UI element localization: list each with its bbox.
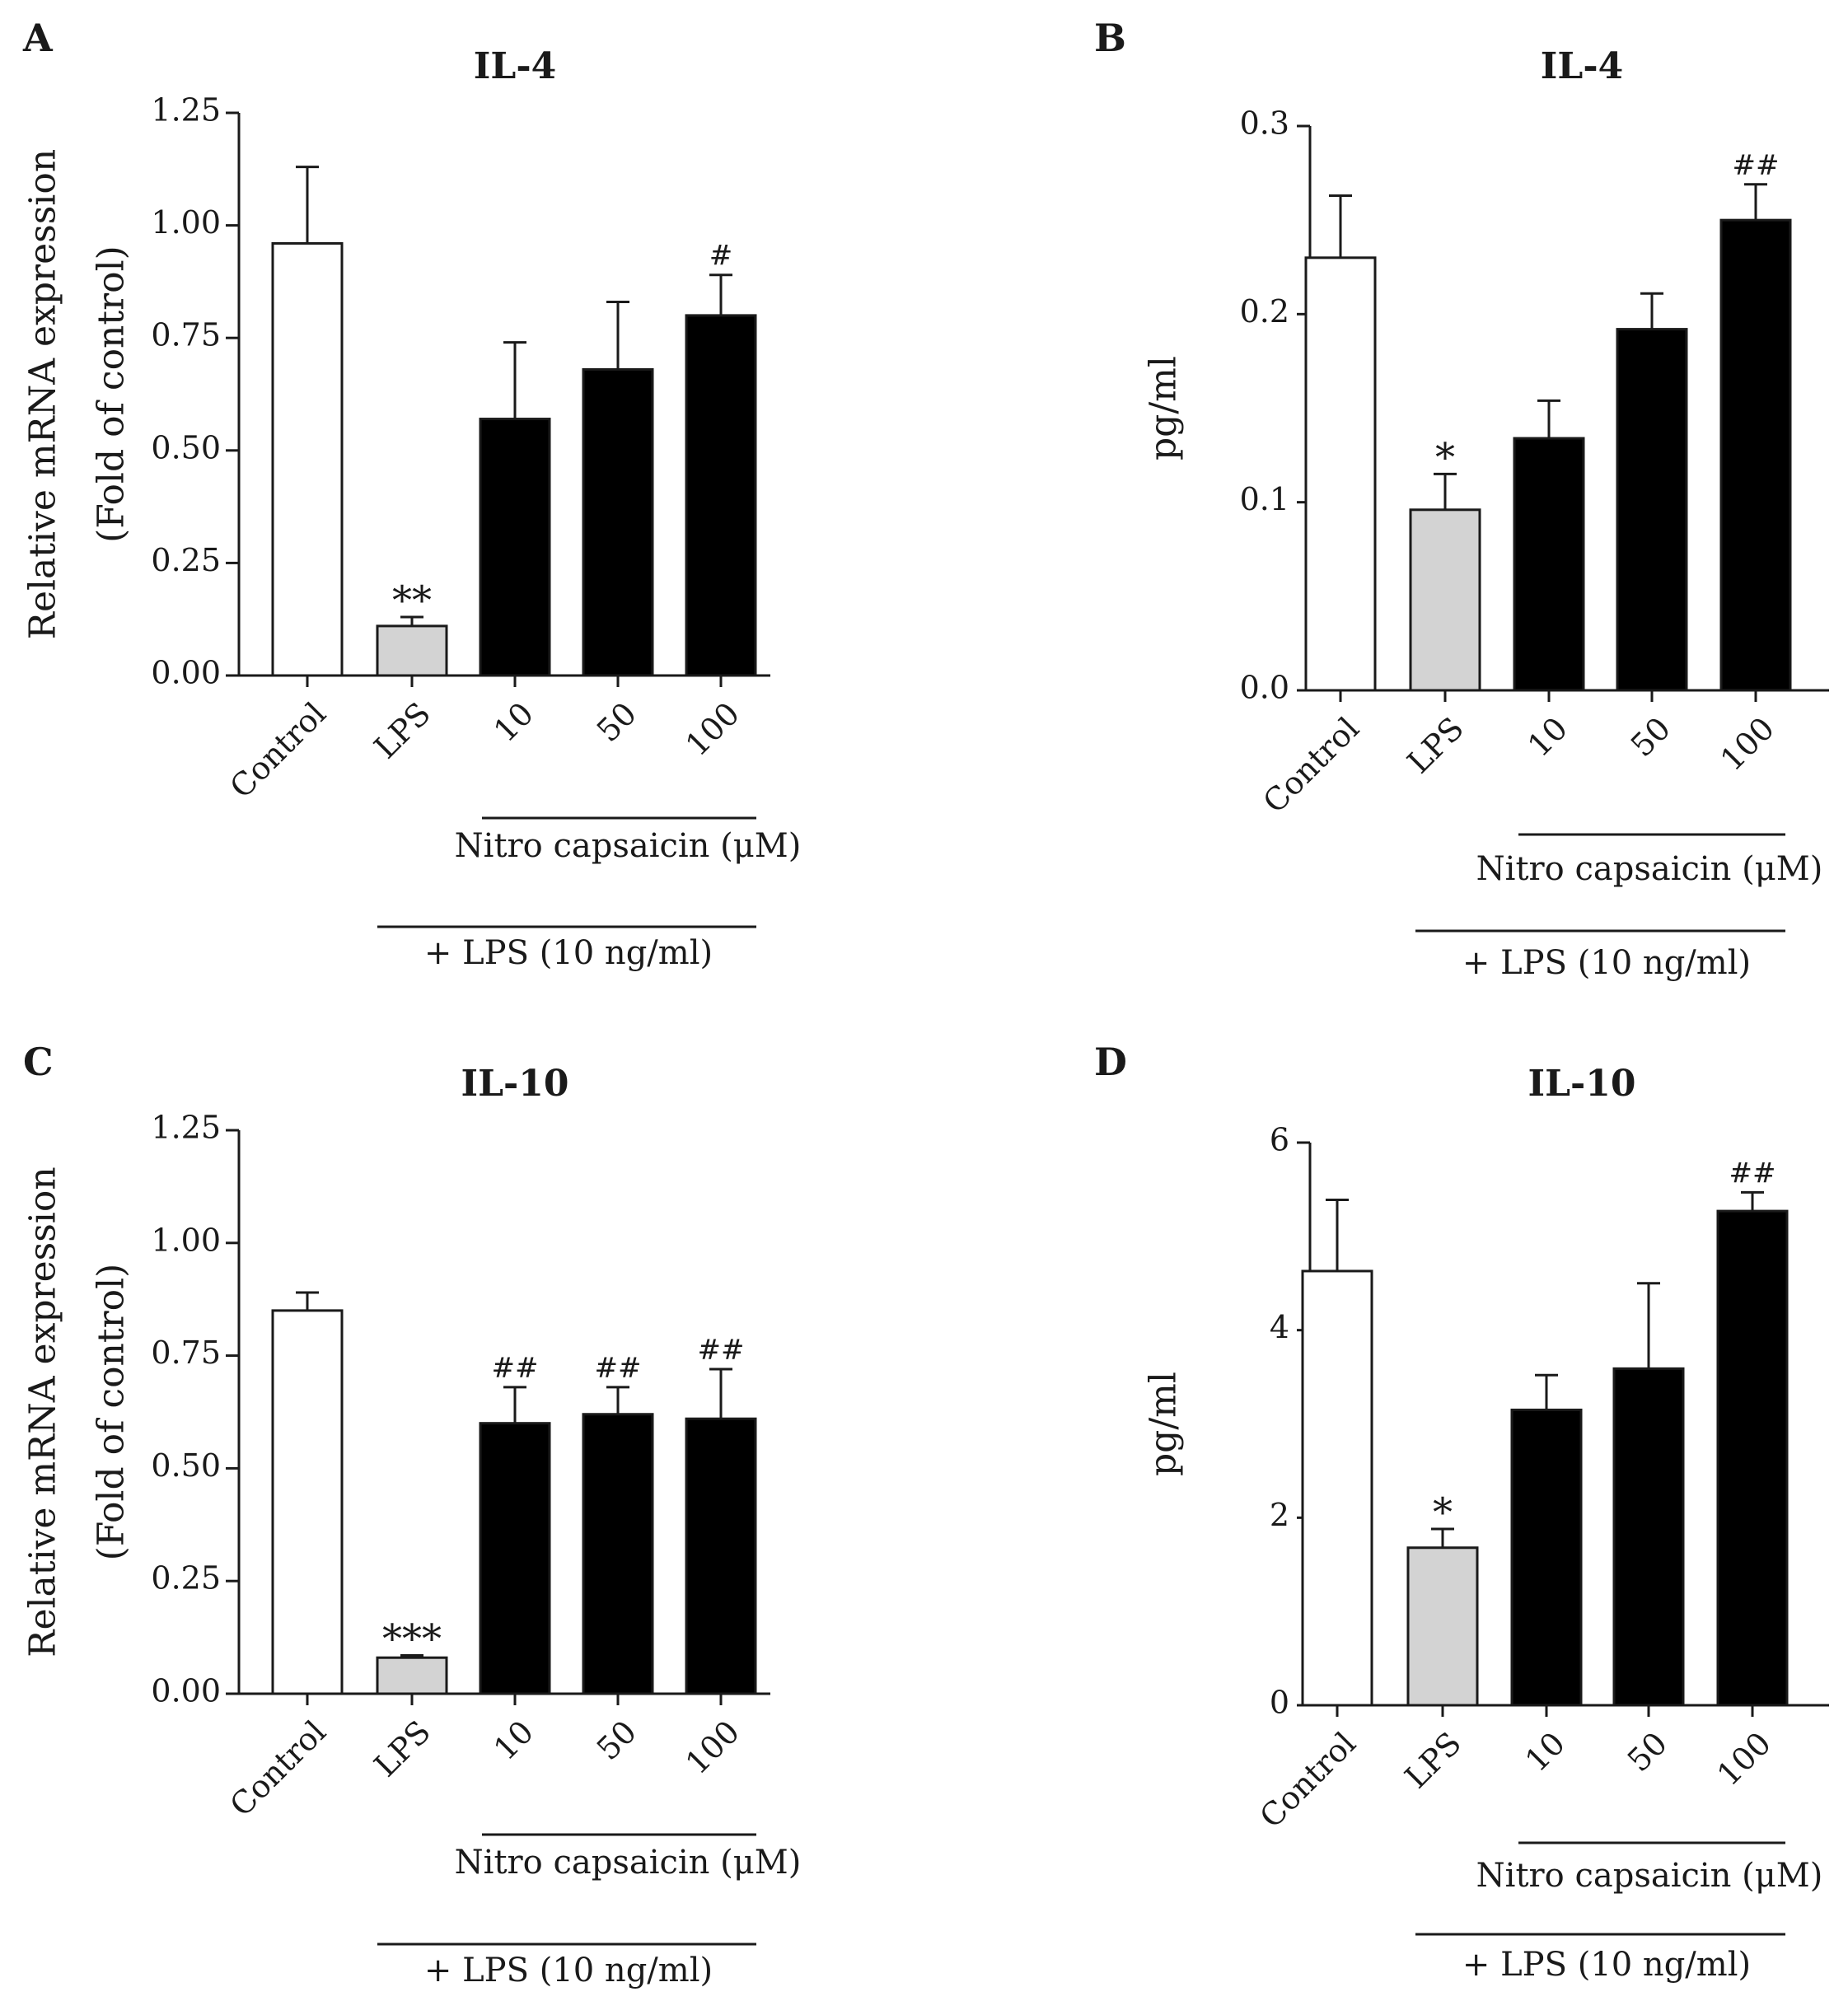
significance-label: ## [595,1352,642,1385]
bar [1716,1209,1789,1707]
significance-label: ## [698,1334,745,1367]
x-tick-label: 50 [1621,1725,1674,1779]
y-tick-label: 0.50 [151,429,221,465]
bar [685,314,757,677]
x-tick-label: LPS [367,1713,437,1784]
significance-label: ** [392,577,432,624]
bar [479,1422,551,1695]
y-tick-label: 0.25 [151,1560,221,1597]
y-tick-label: 2 [1270,1497,1289,1533]
chart-panel-b: B IL-4 pg/ml 0.0 0.1 0.2 0.3 Control * LPS 10 50 ## 1… [1094,16,1829,982]
y-tick-label: 0.75 [151,1335,221,1371]
x-tick-label: LPS [1401,710,1471,780]
y-axis-label: Relative mRNA expression [22,1166,64,1657]
x-tick-label: 50 [1624,710,1677,764]
outer-label: + LPS (10 ng/ml) [1462,1946,1751,1984]
panel-letter: C [23,1040,54,1084]
bar [1510,1408,1583,1707]
chart-panel-d: D IL-10 pg/ml 0 2 4 6 Control * LPS 10 50 ## 100 Nitro… [1094,1040,1829,1984]
group-label: Nitro capsaicin (μM) [1476,1857,1823,1895]
panel-letter: D [1094,1040,1127,1084]
significance-label: * [1435,434,1455,480]
bar [1612,1367,1685,1707]
chart-title: IL-10 [461,1063,568,1105]
group-label: Nitro capsaicin (μM) [455,1844,802,1882]
y-tick-label: 1.25 [151,92,221,129]
x-tick-label: Control [1256,710,1367,820]
bar [1406,1546,1479,1707]
bar [1301,1269,1373,1707]
y-tick-label: 0.00 [151,655,221,691]
y-tick-label: 0.3 [1240,105,1289,142]
y-axis-label: pg/ml [1143,1372,1185,1476]
x-tick-label: LPS [1398,1725,1468,1795]
y-tick-label: 0.2 [1240,293,1289,330]
panel-letter: B [1094,16,1126,60]
significance-label: ## [1733,149,1780,182]
y-axis-label: (Fold of control) [91,1264,133,1561]
y-tick-label: 0.25 [151,542,221,578]
y-tick-label: 0.75 [151,317,221,353]
x-tick-label: Control [1253,1725,1364,1835]
chart-title: IL-10 [1528,1063,1635,1105]
y-tick-label: 0.00 [151,1673,221,1709]
bar [271,1309,344,1695]
y-tick-label: 4 [1270,1309,1289,1345]
x-tick-label: 10 [1521,710,1574,764]
bar [1719,218,1792,692]
outer-label: + LPS (10 ng/ml) [424,1952,713,1989]
chart-panel-c: C IL-10 Relative mRNA expression (Fold of c… [22,1040,802,1989]
bar [582,367,654,677]
y-axis-label: (Fold of control) [91,245,133,543]
chart-title: IL-4 [1541,45,1623,87]
y-tick-label: 6 [1270,1122,1289,1158]
x-tick-label: 10 [487,1713,540,1767]
outer-label: + LPS (10 ng/ml) [1462,944,1751,982]
y-axis-label: Relative mRNA expression [22,149,64,639]
bar [1616,328,1688,692]
group-label: Nitro capsaicin (μM) [1476,850,1823,888]
significance-label: ## [492,1352,539,1385]
x-tick-label: 100 [1714,710,1781,778]
bar [582,1413,654,1695]
x-tick-label: 100 [679,695,746,763]
x-tick-label: LPS [367,695,437,765]
bar [271,241,344,677]
bar [376,1656,448,1695]
y-tick-label: 0 [1270,1685,1289,1721]
significance-label: *** [382,1615,442,1662]
y-tick-label: 0.1 [1240,481,1289,517]
x-tick-label: 50 [590,695,643,749]
y-tick-label: 1.25 [151,1110,221,1146]
y-axis-label: pg/ml [1143,356,1185,461]
y-tick-label: 0.50 [151,1447,221,1484]
x-tick-label: 100 [679,1713,746,1781]
x-tick-label: 10 [1518,1725,1572,1779]
y-tick-label: 1.00 [151,1222,221,1258]
x-tick-label: 10 [487,695,540,749]
significance-label: # [709,240,733,273]
y-tick-label: 1.00 [151,204,221,241]
bar [479,418,551,677]
panel-letter: A [22,16,54,60]
outer-label: + LPS (10 ng/ml) [424,934,713,972]
chart-title: IL-4 [474,45,556,87]
chart-panel-a: A IL-4 Relative mRNA expression (Fold of co… [22,16,802,972]
x-tick-label: 100 [1710,1725,1778,1793]
bar [685,1417,757,1695]
significance-label: * [1433,1489,1453,1536]
bar [376,624,448,677]
bar [1304,256,1377,692]
group-label: Nitro capsaicin (μM) [455,827,802,865]
x-tick-label: Control [223,695,334,806]
x-tick-label: 50 [590,1713,643,1767]
y-tick-label: 0.0 [1240,670,1289,706]
x-tick-label: Control [223,1713,334,1824]
bar [1513,437,1585,692]
bar [1409,508,1481,692]
significance-label: ## [1729,1157,1776,1190]
